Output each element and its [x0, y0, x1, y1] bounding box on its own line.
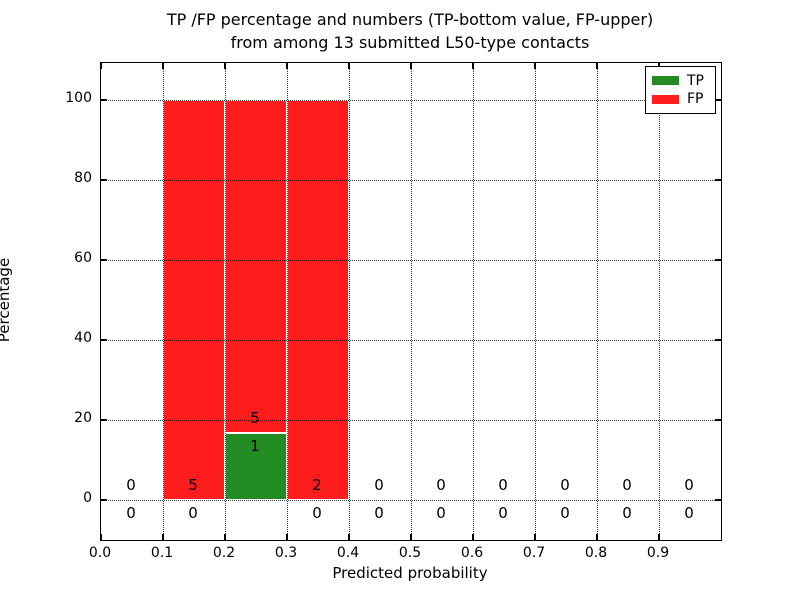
x-tick [162, 534, 164, 540]
x-tick [658, 534, 660, 540]
x-tick-top [472, 63, 474, 69]
bar-segment-fp [163, 100, 225, 500]
bar-segment-tp [225, 433, 287, 500]
x-tick [348, 534, 350, 540]
gridline-vertical [473, 63, 474, 540]
x-tick-top [286, 63, 288, 69]
x-tick [534, 534, 536, 540]
gridline-vertical [287, 63, 288, 540]
x-tick-label: 0.3 [274, 545, 298, 561]
tp-count-label: 1 [250, 437, 260, 456]
tp-count-label: 0 [436, 504, 446, 522]
y-tick-right [715, 499, 721, 501]
y-tick-right [715, 259, 721, 261]
x-tick-top [100, 63, 102, 69]
gridline-vertical [163, 63, 164, 540]
chart-title-line2: from among 13 submitted L50-type contact… [230, 33, 590, 52]
x-tick [410, 534, 412, 540]
y-tick [101, 179, 107, 181]
fp-count-label: 0 [622, 476, 632, 494]
x-tick-label: 0.5 [398, 545, 422, 561]
gridline-vertical [349, 63, 350, 540]
x-axis-label: Predicted probability [332, 564, 488, 582]
fp-count-label: 0 [560, 476, 570, 494]
x-tick-label: 0.1 [150, 545, 174, 561]
y-tick-label: 100 [65, 90, 92, 106]
legend-label-tp: TP [687, 72, 704, 89]
y-tick-right [715, 99, 721, 101]
y-tick [101, 339, 107, 341]
y-tick-label: 80 [74, 170, 92, 186]
fp-count-label: 0 [498, 476, 508, 494]
x-tick-top [596, 63, 598, 69]
fp-count-label: 2 [312, 476, 322, 494]
chart-title-line1: TP /FP percentage and numbers (TP-bottom… [166, 10, 654, 29]
y-tick [101, 499, 107, 501]
x-tick-label: 0.2 [212, 545, 236, 561]
y-tick-label: 20 [74, 410, 92, 426]
legend-label-fp: FP [687, 91, 704, 108]
x-tick [100, 534, 102, 540]
tp-count-label: 0 [188, 504, 198, 522]
y-tick-right [715, 179, 721, 181]
y-tick-label: 0 [83, 490, 92, 506]
x-tick [596, 534, 598, 540]
x-tick-label: 0.9 [646, 545, 670, 561]
tp-count-label: 0 [622, 504, 632, 522]
tp-count-label: 0 [312, 504, 322, 522]
fp-count-label: 0 [436, 476, 446, 494]
x-tick [286, 534, 288, 540]
fp-count-label: 0 [684, 476, 694, 494]
legend-entry-fp: FP [652, 92, 709, 106]
y-tick-right [715, 339, 721, 341]
fp-count-label: 5 [188, 476, 198, 494]
tp-count-label: 0 [684, 504, 694, 522]
y-tick-label: 60 [74, 250, 92, 266]
y-tick [101, 419, 107, 421]
legend-swatch-fp [652, 94, 679, 104]
y-tick [101, 259, 107, 261]
plot-area [100, 62, 722, 541]
y-tick-label: 40 [74, 330, 92, 346]
tp-count-label: 0 [560, 504, 570, 522]
x-tick-top [348, 63, 350, 69]
gridline-vertical [411, 63, 412, 540]
gridline-vertical [535, 63, 536, 540]
x-tick [224, 534, 226, 540]
legend: TP FP [645, 66, 716, 114]
legend-swatch-tp [652, 76, 679, 86]
x-tick-label: 0.8 [584, 545, 608, 561]
x-tick-top [162, 63, 164, 69]
fp-count-label: 0 [374, 476, 384, 494]
x-tick-top [224, 63, 226, 69]
x-tick-label: 0.7 [522, 545, 546, 561]
tp-count-label: 0 [374, 504, 384, 522]
x-tick-label: 0.4 [336, 545, 360, 561]
chart-title: TP /FP percentage and numbers (TP-bottom… [100, 8, 720, 54]
x-tick-top [534, 63, 536, 69]
x-tick-label: 0.0 [88, 545, 112, 561]
tp-count-label: 0 [126, 504, 136, 522]
fp-count-label: 0 [126, 476, 136, 494]
gridline-vertical [225, 63, 226, 540]
legend-entry-tp: TP [652, 74, 709, 88]
y-tick [101, 99, 107, 101]
tp-count-label: 0 [498, 504, 508, 522]
x-tick-label: 0.6 [460, 545, 484, 561]
fp-count-label: 5 [250, 409, 260, 428]
x-tick-top [410, 63, 412, 69]
x-tick [472, 534, 474, 540]
gridline-vertical [659, 63, 660, 540]
bar-segment-fp [287, 100, 349, 500]
y-axis-label: Percentage [0, 257, 13, 343]
gridline-vertical [597, 63, 598, 540]
bar-segment-fp [225, 100, 287, 434]
y-tick-right [715, 419, 721, 421]
